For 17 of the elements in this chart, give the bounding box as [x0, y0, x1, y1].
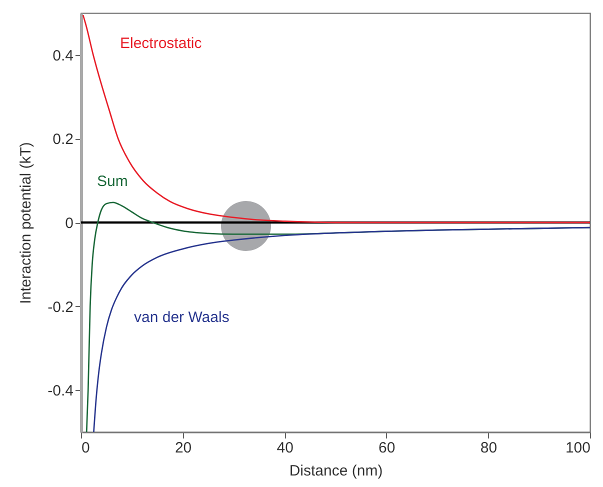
y-tick-label: -0.4: [48, 382, 74, 400]
series-label: van der Waals: [134, 309, 230, 326]
x-tick-label: 0: [82, 440, 90, 456]
y-tick-label: 0: [65, 215, 74, 232]
y-tick-label: 0.2: [52, 131, 74, 148]
x-tick-label: 40: [276, 440, 294, 456]
x-tick-label: 20: [174, 440, 192, 456]
y-tick-label: -0.2: [48, 298, 74, 316]
x-axis-title: Distance (nm): [289, 462, 383, 480]
x-tick-label: 60: [378, 440, 396, 456]
x-tick-label: 80: [480, 440, 498, 456]
line-series: [82, 14, 590, 224]
x-tick-label: 100: [565, 440, 590, 456]
y-tick-label: 0.4: [52, 47, 74, 64]
y-axis-title: Interaction potential (kT): [18, 142, 35, 304]
series-label: Sum: [97, 173, 128, 190]
series-label: Electrostatic: [120, 35, 202, 52]
